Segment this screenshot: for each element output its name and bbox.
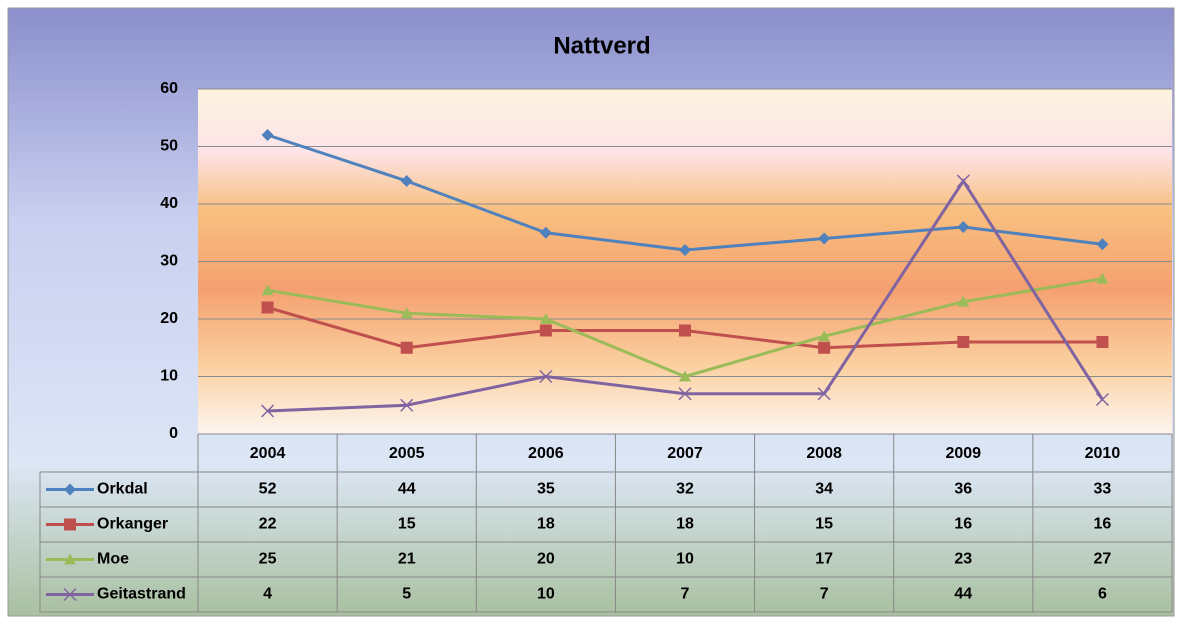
- table-value: 23: [954, 551, 972, 568]
- table-value: 27: [1094, 551, 1112, 568]
- marker: [818, 341, 831, 354]
- marker: [1096, 238, 1109, 251]
- marker: [400, 341, 413, 354]
- marker: [1096, 336, 1109, 348]
- table-value: 32: [676, 481, 694, 498]
- legend-marker: [64, 483, 76, 496]
- marker: [400, 175, 413, 187]
- table-value: 16: [1094, 516, 1112, 533]
- legend-label: Moe: [97, 551, 129, 568]
- y-tick-label: 60: [160, 80, 178, 97]
- marker: [539, 226, 552, 239]
- table-value: 35: [537, 481, 555, 498]
- x-tick-label: 2007: [667, 445, 703, 462]
- marker: [539, 369, 553, 384]
- legend-marker: [64, 518, 76, 531]
- table-value: 10: [676, 551, 694, 568]
- y-tick-label: 0: [169, 425, 178, 442]
- table-value: 4: [263, 586, 272, 603]
- marker: [539, 324, 552, 337]
- legend-label: Orkanger: [97, 516, 168, 533]
- table-value: 18: [537, 516, 555, 533]
- table-value: 21: [398, 551, 416, 568]
- marker: [679, 324, 691, 337]
- marker: [1096, 272, 1109, 284]
- table-value: 44: [398, 481, 416, 498]
- x-tick-label: 2008: [806, 445, 842, 462]
- table-value: 15: [815, 516, 833, 533]
- marker: [678, 387, 692, 401]
- table-value: 44: [954, 586, 972, 603]
- y-tick-label: 50: [160, 138, 178, 155]
- table-value: 33: [1094, 481, 1112, 498]
- legend-label: Orkdal: [97, 481, 148, 498]
- y-tick-label: 10: [160, 368, 178, 385]
- table-value: 52: [259, 481, 277, 498]
- marker: [1095, 392, 1109, 407]
- table-value: 18: [676, 516, 694, 533]
- y-tick-label: 20: [160, 310, 178, 327]
- marker: [956, 174, 970, 188]
- table-value: 5: [402, 586, 411, 603]
- marker: [679, 244, 691, 256]
- y-tick-label: 40: [160, 195, 178, 212]
- chart-title: Nattverd: [553, 32, 650, 59]
- table-value: 15: [398, 516, 416, 533]
- marker: [957, 221, 970, 233]
- table-value: 36: [954, 481, 972, 498]
- marker: [818, 330, 831, 342]
- marker: [957, 295, 970, 307]
- legend-marker: [63, 587, 77, 602]
- table-value: 17: [815, 551, 833, 568]
- x-tick-label: 2005: [389, 445, 425, 462]
- x-tick-label: 2010: [1085, 445, 1121, 462]
- x-tick-label: 2006: [528, 445, 564, 462]
- table-value: 16: [954, 516, 972, 533]
- table-value: 20: [537, 551, 555, 568]
- marker: [817, 387, 831, 401]
- table-value: 6: [1098, 586, 1107, 603]
- table-value: 10: [537, 586, 555, 603]
- marker: [679, 370, 691, 382]
- x-tick-label: 2004: [250, 445, 286, 462]
- marker: [539, 313, 552, 324]
- table-value: 7: [681, 586, 690, 603]
- table-value: 22: [259, 516, 277, 533]
- marker: [400, 307, 413, 319]
- legend-marker: [64, 553, 76, 565]
- table-value: 25: [259, 551, 277, 568]
- y-tick-label: 30: [160, 253, 178, 270]
- table-value: 7: [820, 586, 829, 603]
- x-tick-label: 2009: [945, 445, 981, 462]
- marker: [957, 336, 970, 348]
- marker: [400, 398, 414, 412]
- table-value: 34: [815, 481, 833, 498]
- legend-label: Geitastrand: [97, 586, 186, 603]
- marker: [261, 284, 274, 296]
- marker: [261, 301, 274, 314]
- marker: [261, 404, 275, 418]
- marker: [261, 129, 274, 141]
- marker: [818, 232, 831, 245]
